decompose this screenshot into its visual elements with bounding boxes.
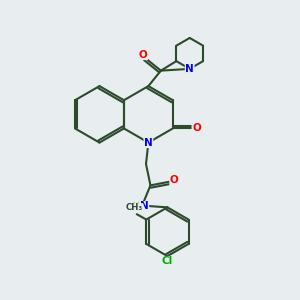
Text: CH₃: CH₃ [126,203,143,212]
Text: O: O [170,175,178,185]
Text: N: N [140,202,149,212]
Text: N: N [185,64,194,74]
Text: O: O [139,50,147,60]
Text: Cl: Cl [162,256,173,266]
Text: H: H [132,202,139,211]
Text: N: N [144,138,153,148]
Text: O: O [192,124,201,134]
